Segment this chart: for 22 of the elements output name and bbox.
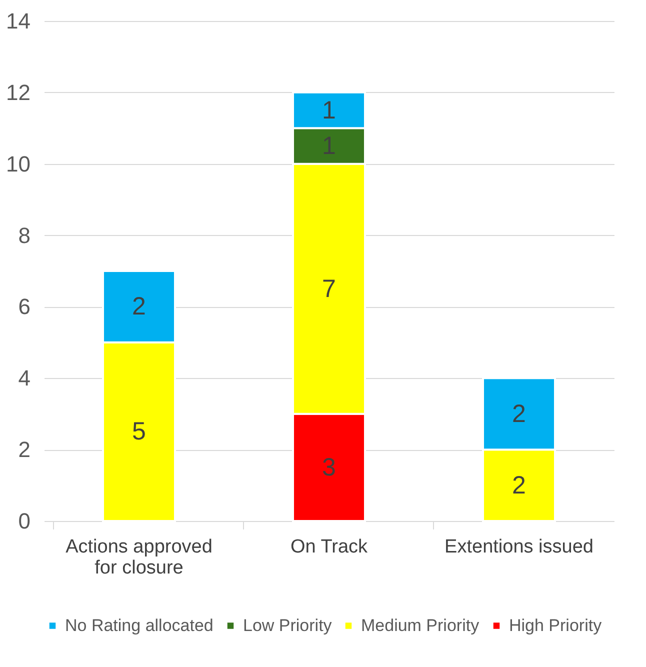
- legend-label: No Rating allocated: [65, 616, 214, 635]
- x-tick-label: On Track: [290, 536, 368, 558]
- data-label: 2: [512, 471, 526, 500]
- y-tick-label: 0: [18, 508, 30, 534]
- data-label: 3: [322, 453, 336, 482]
- y-tick-label: 8: [18, 222, 30, 248]
- x-tick-label: Extentions issued: [444, 536, 594, 558]
- legend-label: Low Priority: [243, 616, 332, 635]
- data-label: 2: [132, 292, 146, 321]
- data-label: 2: [512, 400, 526, 428]
- data-label: 5: [132, 418, 146, 446]
- y-tick-label: 2: [18, 437, 30, 462]
- y-tick-label: 14: [6, 8, 30, 34]
- x-tick-label: Actions approved for closure: [66, 536, 212, 578]
- legend-label: High Priority: [509, 616, 602, 635]
- y-tick-label: 12: [6, 80, 30, 105]
- legend-label: Medium Priority: [361, 616, 480, 635]
- y-tick-label: 4: [18, 366, 30, 391]
- y-tick-label: 6: [18, 294, 30, 320]
- data-label: 1: [322, 96, 336, 124]
- data-label: 7: [322, 274, 336, 303]
- y-tick-label: 10: [6, 151, 30, 176]
